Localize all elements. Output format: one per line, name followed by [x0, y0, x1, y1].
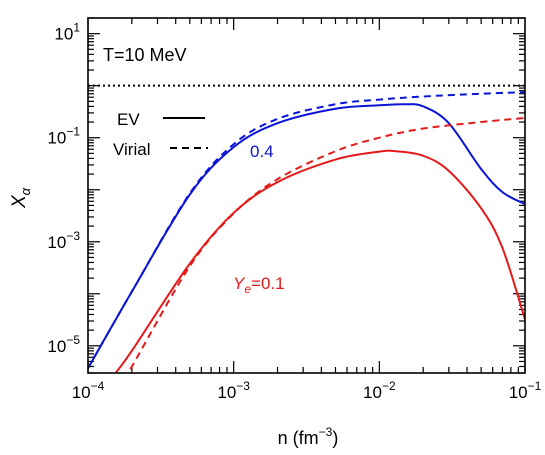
legend-label-ev: EV: [117, 110, 140, 129]
y-tick-label: 10−3: [47, 229, 80, 252]
tick-labels: 10−4 10−3 10−2 10−1 10−5 10−3 10−1 101: [47, 21, 541, 402]
legend: EV Virial: [113, 110, 208, 159]
series-0-4-dashed-line: [88, 91, 525, 369]
y-tick-label: 101: [54, 21, 80, 44]
x-axis-label: n (fm−3): [278, 425, 339, 448]
legend-label-virial: Virial: [113, 140, 150, 159]
y-tick-label: 10−1: [47, 125, 80, 148]
ye-high-label: 0.4: [250, 142, 274, 161]
x-tick-label: 10−2: [363, 379, 396, 402]
y-tick-label: 10−5: [47, 333, 80, 356]
x-tick-label: 10−1: [509, 379, 542, 402]
series-0-1-solid-line: [114, 149, 525, 373]
plot-frame: [87, 17, 526, 374]
ye-low-label: Ye=0.1: [233, 274, 285, 296]
series-0-4-solid-line: [88, 103, 525, 369]
x-tick-label: 10−3: [217, 379, 250, 402]
x-tick-label: 10−4: [72, 379, 105, 402]
temperature-label: T=10 MeV: [103, 45, 187, 65]
series-layer: [88, 84, 525, 373]
series-0-1-dashed-line: [126, 116, 525, 373]
tick-marks: [87, 17, 526, 374]
y-axis-label: Xα: [9, 187, 33, 209]
